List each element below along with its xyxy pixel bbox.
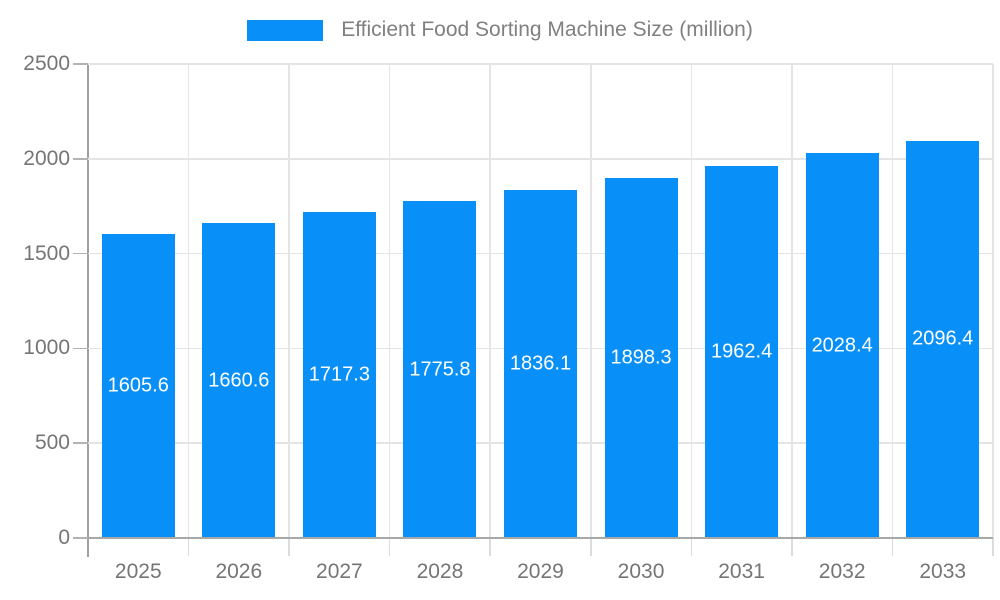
bar[interactable]: 1962.4 <box>705 165 779 538</box>
x-axis-tick <box>288 538 290 556</box>
x-axis-tick <box>187 538 190 556</box>
x-tick-label: 2032 <box>818 560 866 583</box>
x-axis-tick <box>992 538 994 556</box>
x-tick-label: 2028 <box>416 560 464 583</box>
x-axis-line <box>88 537 993 539</box>
x-tick-label: 2031 <box>718 560 765 583</box>
bar[interactable]: 1775.8 <box>403 201 477 538</box>
y-axis-tick <box>73 442 88 444</box>
bar-value-label: 1775.8 <box>409 358 471 381</box>
x-axis-tick <box>891 538 894 556</box>
legend-label: Efficient Food Sorting Machine Size (mil… <box>341 18 753 41</box>
legend[interactable]: Efficient Food Sorting Machine Size (mil… <box>0 18 1000 42</box>
x-tick-label: 2027 <box>316 560 363 583</box>
bar[interactable]: 2028.4 <box>805 153 879 538</box>
bar-value-label: 1836.1 <box>509 352 572 375</box>
y-axis-tick <box>73 63 88 65</box>
y-axis-tick <box>73 347 88 350</box>
bar-value-label: 2028.4 <box>811 334 873 357</box>
y-tick-label: 0 <box>58 526 70 549</box>
vertical-gridline <box>791 64 793 538</box>
y-axis-tick <box>73 537 88 539</box>
bar-value-label: 2096.4 <box>912 327 974 350</box>
bar-value-label: 1962.4 <box>711 340 773 363</box>
vertical-gridline <box>590 64 592 538</box>
y-tick-label: 2000 <box>23 146 70 170</box>
vertical-gridline <box>690 64 693 538</box>
y-axis-tick <box>73 252 88 255</box>
horizontal-gridline <box>88 158 993 160</box>
y-tick-label: 500 <box>34 431 70 455</box>
vertical-gridline <box>489 64 491 538</box>
bar-value-label: 1660.6 <box>208 369 270 392</box>
bar[interactable]: 2096.4 <box>906 140 980 538</box>
bar[interactable]: 1898.3 <box>604 178 678 538</box>
bar[interactable]: 1717.3 <box>302 212 376 538</box>
bar-value-label: 1605.6 <box>107 374 169 397</box>
x-axis-tick <box>690 538 693 556</box>
bar[interactable]: 1660.6 <box>202 223 276 538</box>
x-tick-label: 2026 <box>215 560 263 583</box>
vertical-gridline <box>992 64 994 538</box>
horizontal-gridline <box>88 63 993 65</box>
y-axis-tick <box>73 158 88 160</box>
bar[interactable]: 1836.1 <box>504 189 577 538</box>
bar-value-label: 1717.3 <box>308 363 370 386</box>
y-axis-line <box>87 64 89 557</box>
vertical-gridline <box>187 64 190 538</box>
x-tick-label: 2030 <box>617 560 665 583</box>
vertical-gridline <box>388 64 391 538</box>
x-axis-tick <box>388 538 391 556</box>
x-axis-tick <box>791 538 793 556</box>
x-tick-label: 2033 <box>919 560 967 583</box>
vertical-gridline <box>891 64 894 538</box>
bar-value-label: 1898.3 <box>610 346 672 369</box>
plot-area: 1605.6 1660.6 1717.3 1775.8 1836.1 1898.3 1962… <box>73 63 994 557</box>
vertical-gridline <box>288 64 290 538</box>
x-tick-label: 2029 <box>517 560 564 583</box>
x-tick-label: 2025 <box>114 560 162 583</box>
y-tick-label: 1000 <box>23 336 70 360</box>
legend-swatch-icon <box>247 19 324 41</box>
y-tick-label: 1500 <box>23 241 70 265</box>
bar[interactable]: 1605.6 <box>101 233 175 538</box>
x-axis-tick <box>489 538 491 556</box>
y-tick-label: 2500 <box>23 52 70 75</box>
x-axis-tick <box>590 538 592 556</box>
